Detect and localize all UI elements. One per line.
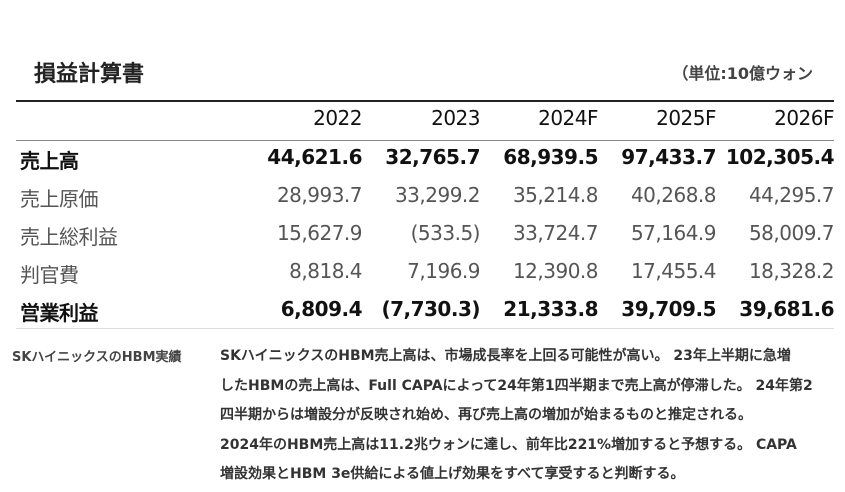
cell: 17,455.4 (630, 259, 717, 283)
cell: 12,390.8 (512, 259, 599, 283)
cell: 44,295.7 (748, 183, 835, 207)
cell: 35,214.8 (512, 183, 599, 207)
cell: 57,164.9 (630, 221, 717, 245)
cell: (7,730.3) (381, 297, 480, 321)
cell: 32,765.7 (385, 145, 480, 169)
rule (16, 140, 834, 141)
column-header: 2026F (774, 106, 834, 130)
paragraph-line: 増設効果とHBM 3e供給による値上げ効果をすべて享受すると判断する。 (220, 466, 685, 482)
cell: 44,621.6 (267, 145, 362, 169)
paragraph-line: SKハイニックスのHBM売上高は、市場成長率を上回る可能性が高い。 23年上半期… (220, 348, 791, 364)
cell: 58,009.7 (748, 221, 835, 245)
cell: 7,196.9 (407, 259, 480, 283)
rule (16, 100, 834, 102)
column-header: 2022 (313, 106, 362, 130)
cell: 6,809.4 (280, 297, 363, 321)
cell: 40,268.8 (630, 183, 717, 207)
cell: 68,939.5 (503, 145, 598, 169)
unit: （単位:10億ウォン (672, 64, 813, 83)
column-header: 2024F (538, 106, 598, 130)
paragraph-line: 2024年のHBM売上高は11.2兆ウォンに達し、前年比221%増加すると予想す… (220, 436, 797, 453)
cell: 18,328.2 (748, 259, 835, 283)
cell: 97,433.7 (621, 145, 716, 169)
row-label: 売上総利益 (20, 225, 118, 249)
column-header: 2025F (656, 106, 716, 130)
cell: 39,681.6 (739, 297, 834, 321)
cell: 33,299.2 (394, 183, 481, 207)
column-header: 2023 (431, 106, 480, 130)
cell: 33,724.7 (512, 221, 599, 245)
row-label: 営業利益 (20, 301, 99, 325)
paragraph-line: 四半期からは増設分が反映され始め、再び売上高の増加が始まるものと推定される。 (220, 407, 752, 423)
rule (16, 328, 834, 329)
row-label: 売上高 (20, 149, 79, 173)
cell: (533.5) (410, 221, 481, 245)
cell: 102,305.4 (725, 145, 835, 169)
cell: 39,709.5 (621, 297, 716, 321)
cell: 8,818.4 (289, 259, 362, 283)
paragraph-line: したHBMの売上高は、Full CAPAによって24年第1四半期まで売上高が停滞… (220, 377, 813, 394)
cell: 21,333.8 (503, 297, 598, 321)
row-label: 判官費 (20, 263, 79, 287)
title: 損益計算書 (34, 62, 145, 87)
cell: 28,993.7 (276, 183, 363, 207)
row-label: 売上原価 (20, 187, 99, 211)
cell: 15,627.9 (276, 221, 363, 245)
note-label: SKハイニックスのHBM実績 (12, 350, 182, 365)
